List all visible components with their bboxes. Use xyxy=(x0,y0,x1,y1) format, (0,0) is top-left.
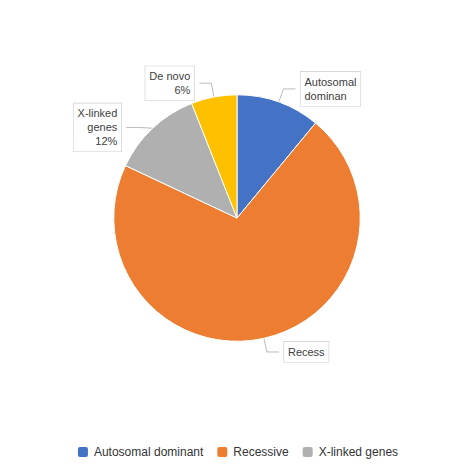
svg-text:6%: 6% xyxy=(174,84,190,96)
svg-text:Autosomal: Autosomal xyxy=(304,76,356,88)
svg-text:genes: genes xyxy=(87,121,117,133)
svg-text:X-linked: X-linked xyxy=(78,107,118,119)
svg-text:dominan: dominan xyxy=(304,90,346,102)
svg-text:X-linked genes: X-linked genes xyxy=(319,445,398,459)
svg-text:Autosomal dominant: Autosomal dominant xyxy=(94,445,204,459)
svg-text:12%: 12% xyxy=(95,135,117,147)
svg-text:Recess: Recess xyxy=(288,346,325,358)
svg-text:Recessive: Recessive xyxy=(233,445,289,459)
svg-text:De novo: De novo xyxy=(149,70,190,82)
